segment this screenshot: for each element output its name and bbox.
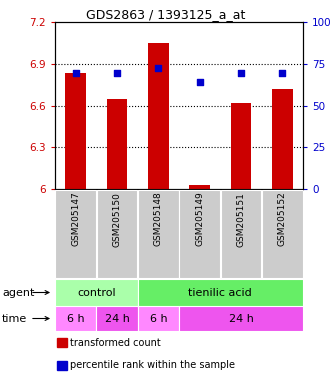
Text: control: control: [77, 288, 116, 298]
Bar: [148, 43, 169, 189]
FancyBboxPatch shape: [138, 279, 303, 306]
Point: [197, 79, 202, 85]
Text: GSM205151: GSM205151: [237, 192, 246, 247]
Text: tienilic acid: tienilic acid: [188, 288, 252, 298]
FancyBboxPatch shape: [96, 306, 138, 331]
Text: GSM205148: GSM205148: [154, 192, 163, 247]
Point: [73, 70, 78, 76]
Text: GSM205150: GSM205150: [113, 192, 121, 247]
FancyBboxPatch shape: [97, 190, 137, 278]
Text: GSM205149: GSM205149: [195, 192, 204, 247]
FancyBboxPatch shape: [179, 190, 220, 278]
Text: percentile rank within the sample: percentile rank within the sample: [70, 361, 235, 371]
Text: 6 h: 6 h: [67, 313, 84, 323]
FancyBboxPatch shape: [55, 279, 138, 306]
Text: 24 h: 24 h: [105, 313, 129, 323]
Point: [238, 70, 244, 76]
FancyBboxPatch shape: [179, 306, 303, 331]
Text: 6 h: 6 h: [150, 313, 167, 323]
Point: [156, 65, 161, 71]
Bar: [189, 185, 210, 189]
Text: GDS2863 / 1393125_a_at: GDS2863 / 1393125_a_at: [86, 8, 245, 21]
Text: agent: agent: [2, 288, 34, 298]
Text: GSM205152: GSM205152: [278, 192, 287, 247]
Point: [114, 70, 119, 76]
FancyBboxPatch shape: [221, 190, 261, 278]
FancyBboxPatch shape: [55, 190, 96, 278]
Bar: [231, 103, 251, 189]
FancyBboxPatch shape: [262, 190, 303, 278]
Bar: [107, 99, 127, 189]
FancyBboxPatch shape: [138, 306, 179, 331]
Text: time: time: [2, 313, 27, 323]
FancyBboxPatch shape: [138, 190, 179, 278]
Point: [280, 70, 285, 76]
Bar: [272, 89, 293, 189]
Text: GSM205147: GSM205147: [71, 192, 80, 247]
Text: 24 h: 24 h: [229, 313, 254, 323]
Text: transformed count: transformed count: [70, 338, 161, 348]
Bar: [65, 73, 86, 189]
FancyBboxPatch shape: [55, 306, 96, 331]
